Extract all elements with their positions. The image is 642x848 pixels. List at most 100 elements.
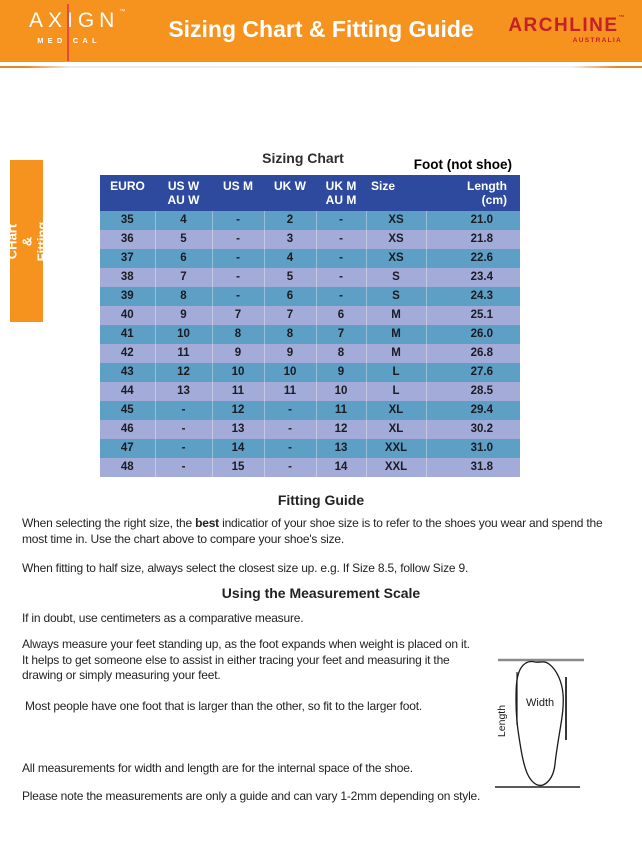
table-cell: 12 (154, 363, 212, 382)
table-cell: 23.4 (425, 268, 520, 287)
table-cell: - (154, 439, 212, 458)
archline-logo-subtitle: AUSTRALIA (572, 37, 622, 44)
table-cell: 21.8 (425, 230, 520, 249)
table-cell: M (365, 306, 426, 325)
column-header: US W AU W (155, 175, 212, 211)
table-row: 42 11 9 9 8 M 26.8 (100, 344, 520, 363)
table-cell: - (315, 249, 366, 268)
column-header: UK M AU M (316, 175, 366, 211)
table-cell: 14 (315, 458, 366, 477)
table-cell: 7 (154, 268, 212, 287)
table-cell: - (315, 211, 366, 230)
table-cell: 41 (100, 325, 155, 344)
table-cell: 22.6 (425, 249, 520, 268)
table-cell: 45 (100, 401, 155, 420)
table-cell: 8 (263, 325, 316, 344)
table-cell: XXL (365, 458, 426, 477)
fitting-guide-paragraph-1: When selecting the right size, the best … (22, 516, 630, 547)
fitting-guide-paragraph-2: When fitting to half size, always select… (22, 561, 469, 575)
table-cell: 48 (100, 458, 155, 477)
measurement-paragraph-4: All measurements for width and length ar… (22, 761, 413, 775)
table-cell: 9 (154, 306, 212, 325)
table-row: 41 10 8 8 7 M 26.0 (100, 325, 520, 344)
table-cell: 8 (211, 325, 264, 344)
table-cell: 4 (154, 211, 212, 230)
table-cell: 11 (211, 382, 264, 401)
archline-logo-name: ARCHLINE™ (508, 15, 626, 36)
table-cell: XS (365, 211, 426, 230)
table-cell: 6 (154, 249, 212, 268)
table-cell: 31.8 (425, 458, 520, 477)
side-tab: Sizing CHart & Fitting Guide (0, 160, 64, 322)
side-tab-label: Sizing CHart & Fitting Guide (0, 221, 64, 261)
table-row: 40 9 7 7 6 M 25.1 (100, 306, 520, 325)
table-cell: - (263, 401, 316, 420)
table-cell: 11 (315, 401, 366, 420)
table-cell: XS (365, 249, 426, 268)
table-cell: 2 (263, 211, 316, 230)
table-cell: 28.5 (425, 382, 520, 401)
table-cell: - (315, 230, 366, 249)
table-cell: XL (365, 401, 426, 420)
table-cell: 25.1 (425, 306, 520, 325)
table-cell: 8 (154, 287, 212, 306)
table-cell: S (365, 268, 426, 287)
table-cell: - (211, 211, 264, 230)
table-cell: - (211, 230, 264, 249)
table-cell: 27.6 (425, 363, 520, 382)
page-header: AXIGN™ MEDICAL Sizing Chart & Fitting Gu… (0, 0, 642, 62)
table-row: 36 5-3- XS 21.8 (100, 230, 520, 249)
length-label: Length (496, 705, 508, 737)
measurement-paragraph-3: Most people have one foot that is larger… (25, 699, 422, 713)
archline-logo: ARCHLINE™ AUSTRALIA (508, 15, 626, 44)
table-cell: XS (365, 230, 426, 249)
table-cell: 38 (100, 268, 155, 287)
table-cell: 21.0 (425, 211, 520, 230)
table-cell: 29.4 (425, 401, 520, 420)
table-cell: 6 (263, 287, 316, 306)
foot-measurement-diagram: Width Length (495, 658, 584, 788)
table-cell: - (154, 458, 212, 477)
table-cell: 10 (211, 363, 264, 382)
trademark-symbol: ™ (618, 15, 626, 21)
table-cell: 12 (211, 401, 264, 420)
table-row: 44 13 11 11 10 L 28.5 (100, 382, 520, 401)
table-row: 48-15-14 XXL 31.8 (100, 458, 520, 477)
table-cell: 42 (100, 344, 155, 363)
table-cell: 30.2 (425, 420, 520, 439)
measurement-scale-heading: Using the Measurement Scale (221, 585, 421, 601)
table-cell: 5 (154, 230, 212, 249)
table-cell: - (263, 420, 316, 439)
table-cell: - (211, 287, 264, 306)
table-cell: 36 (100, 230, 155, 249)
table-cell: 10 (154, 325, 212, 344)
axign-logo: AXIGN™ MEDICAL (24, 4, 126, 61)
table-cell: 3 (263, 230, 316, 249)
table-cell: 9 (315, 363, 366, 382)
column-header: Length (cm) (426, 175, 520, 211)
table-cell: L (365, 382, 426, 401)
table-cell: 24.3 (425, 287, 520, 306)
axign-logo-name: AXIGN™ (29, 9, 126, 32)
foot-outline (515, 660, 564, 787)
table-row: 45-12-11 XL 29.4 (100, 401, 520, 420)
table-cell: 44 (100, 382, 155, 401)
table-cell: 10 (315, 382, 366, 401)
table-cell: 14 (211, 439, 264, 458)
table-cell: 13 (315, 439, 366, 458)
table-cell: - (263, 458, 316, 477)
table-cell: - (263, 439, 316, 458)
axign-logo-subtitle: MEDICAL (24, 36, 110, 45)
column-header: EURO (100, 175, 155, 211)
table-cell: 26.8 (425, 344, 520, 363)
table-cell: M (365, 325, 426, 344)
table-cell: 46 (100, 420, 155, 439)
table-row: 39 8-6- S 24.3 (100, 287, 520, 306)
foot-not-shoe-note: Foot (not shoe) (413, 157, 512, 172)
table-cell: 15 (211, 458, 264, 477)
table-cell: 31.0 (425, 439, 520, 458)
measurement-paragraph-2: Always measure your feet standing up, as… (22, 637, 470, 682)
table-cell: 10 (263, 363, 316, 382)
sizing-table-body: 35 4-2- XS 21.0 36 5-3- XS 21.8 37 6-4- XS 22.6 38 7-… (100, 211, 520, 477)
